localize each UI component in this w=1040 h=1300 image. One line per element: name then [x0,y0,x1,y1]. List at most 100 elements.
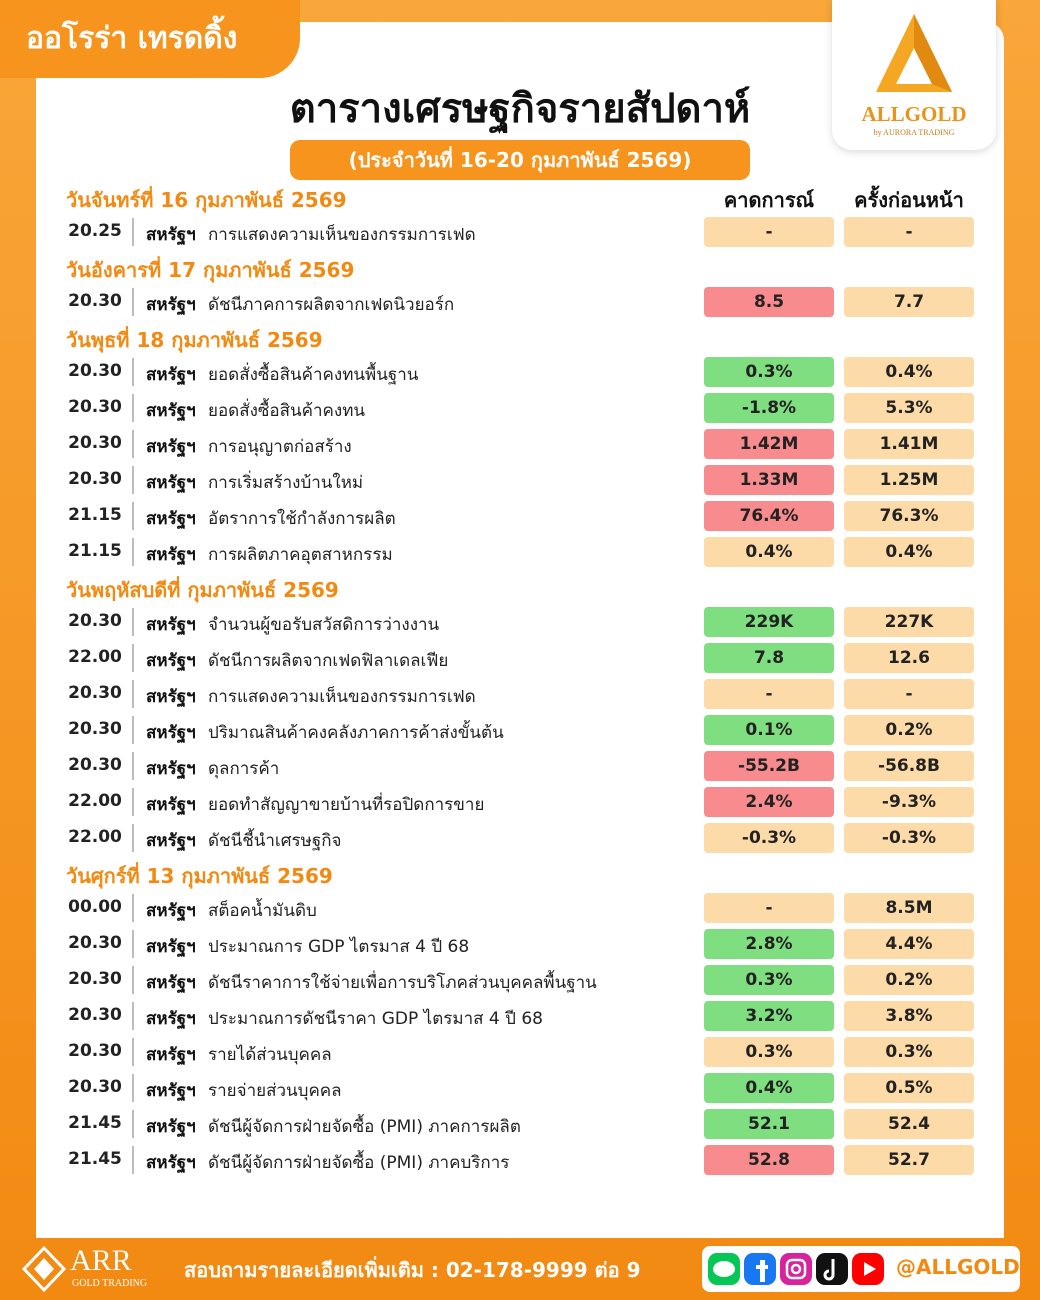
footer-logo-icon [21,1245,67,1293]
separator [132,288,134,316]
event-name: ประมาณการดัชนีราคา GDP ไตรมาส 4 ปี 68 [208,1009,543,1029]
event-country: สหรัฐฯ [146,509,196,529]
event-name: การผลิตภาคอุตสาหกรรม [208,545,393,565]
column-header: คาดการณ์ [723,188,815,212]
forecast-value: 2.4% [704,787,834,817]
previous-value: -9.3% [844,787,974,817]
separator [132,1110,134,1138]
forecast-value: 0.4% [704,1073,834,1103]
forecast-value: -55.2B [704,751,834,781]
footer-brand: ARR [70,1244,132,1277]
forecast-value: 8.5 [704,287,834,317]
event-country: สหรัฐฯ [146,1081,196,1101]
contact: สอบถามรายละเอียดเพิ่มเติม : 02-178-9999 … [184,1258,641,1282]
event-name: สต็อคน้ำมันดิบ [208,901,317,921]
event-country: สหรัฐฯ [146,651,196,671]
event-country: สหรัฐฯ [146,1009,196,1029]
previous-value: 76.3% [844,501,974,531]
event-name: ดัชนีชี้นำเศรษฐกิจ [208,831,342,851]
previous-value: 7.7 [844,287,974,317]
separator [132,1146,134,1174]
event-time: 21.45 [68,1149,122,1169]
forecast-value: 0.4% [704,537,834,567]
previous-value: 8.5M [844,893,974,923]
forecast-value: 3.2% [704,1001,834,1031]
event-name: รายจ่ายส่วนบุคคล [208,1081,342,1101]
separator [132,930,134,958]
card [36,22,1004,1238]
event-name: ดัชนีการผลิตจากเฟดฟิลาเดลเฟีย [208,651,449,671]
forecast-value: 229K [704,607,834,637]
forecast-value: 0.3% [704,357,834,387]
forecast-value: 1.33M [704,465,834,495]
previous-value: 52.7 [844,1145,974,1175]
event-country: สหรัฐฯ [146,973,196,993]
day-label: วันจันทร์ที่ 16 กุมภาพันธ์ 2569 [66,188,347,212]
social-icons [708,1253,884,1285]
event-country: สหรัฐฯ [146,759,196,779]
event-time: 21.15 [68,541,122,561]
title: ตารางเศรษฐกิจรายสัปดาห์ [289,86,751,132]
event-time: 20.30 [68,969,122,989]
previous-value: 12.6 [844,643,974,673]
event-time: 20.30 [68,397,122,417]
event-country: สหรัฐฯ [146,901,196,921]
forecast-value: 52.8 [704,1145,834,1175]
event-country: สหรัฐฯ [146,687,196,707]
event-time: 00.00 [68,897,122,917]
separator [132,894,134,922]
event-name: ดัชนีภาคการผลิตจากเฟดนิวยอร์ก [208,295,455,315]
event-time: 20.30 [68,933,122,953]
forecast-value: 52.1 [704,1109,834,1139]
separator [132,394,134,422]
previous-value: 4.4% [844,929,974,959]
event-name: ดัชนีผู้จัดการฝ่ายจัดซื้อ (PMI) ภาคการผล… [208,1117,521,1137]
separator [132,218,134,246]
previous-value: 3.8% [844,1001,974,1031]
event-name: อัตราการใช้กำลังการผลิต [208,509,396,529]
event-country: สหรัฐฯ [146,295,196,315]
event-country: สหรัฐฯ [146,615,196,635]
event-country: สหรัฐฯ [146,545,196,565]
event-name: การแสดงความเห็นของกรรมการเฟด [208,225,476,245]
social-handle[interactable]: @ALLGOLD [896,1255,1020,1279]
event-name: ดัชนีผู้จัดการฝ่ายจัดซื้อ (PMI) ภาคบริกา… [208,1153,510,1173]
separator [132,788,134,816]
event-country: สหรัฐฯ [146,225,196,245]
event-country: สหรัฐฯ [146,937,196,957]
previous-value: 0.4% [844,537,974,567]
event-country: สหรัฐฯ [146,1153,196,1173]
event-country: สหรัฐฯ [146,795,196,815]
event-name: จำนวนผู้ขอรับสวัสดิการว่างงาน [208,615,440,635]
event-time: 20.30 [68,755,122,775]
event-country: สหรัฐฯ [146,1045,196,1065]
event-name: การแสดงความเห็นของกรรมการเฟด [208,687,476,707]
event-time: 22.00 [68,791,122,811]
previous-value: -56.8B [844,751,974,781]
event-time: 20.30 [68,1077,122,1097]
previous-value: 0.2% [844,715,974,745]
separator [132,716,134,744]
separator [132,608,134,636]
day-label: วันศุกร์ที่ 13 กุมภาพันธ์ 2569 [66,864,333,888]
event-time: 20.25 [68,221,122,241]
event-time: 20.30 [68,1005,122,1025]
forecast-value: 76.4% [704,501,834,531]
day-label: วันพุธที่ 18 กุมภาพันธ์ 2569 [66,328,323,352]
previous-value: 0.4% [844,357,974,387]
event-time: 21.15 [68,505,122,525]
forecast-value: - [704,893,834,923]
event-time: 20.30 [68,1041,122,1061]
event-country: สหรัฐฯ [146,365,196,385]
forecast-value: -0.3% [704,823,834,853]
event-country: สหรัฐฯ [146,473,196,493]
logo: ALLGOLD by AURORA TRADING [832,0,996,150]
event-time: 20.30 [68,719,122,739]
forecast-value: -1.8% [704,393,834,423]
event-time: 20.30 [68,291,122,311]
separator [132,538,134,566]
day-label: วันอังคารที่ 17 กุมภาพันธ์ 2569 [66,258,355,282]
event-country: สหรัฐฯ [146,723,196,743]
event-time: 22.00 [68,827,122,847]
